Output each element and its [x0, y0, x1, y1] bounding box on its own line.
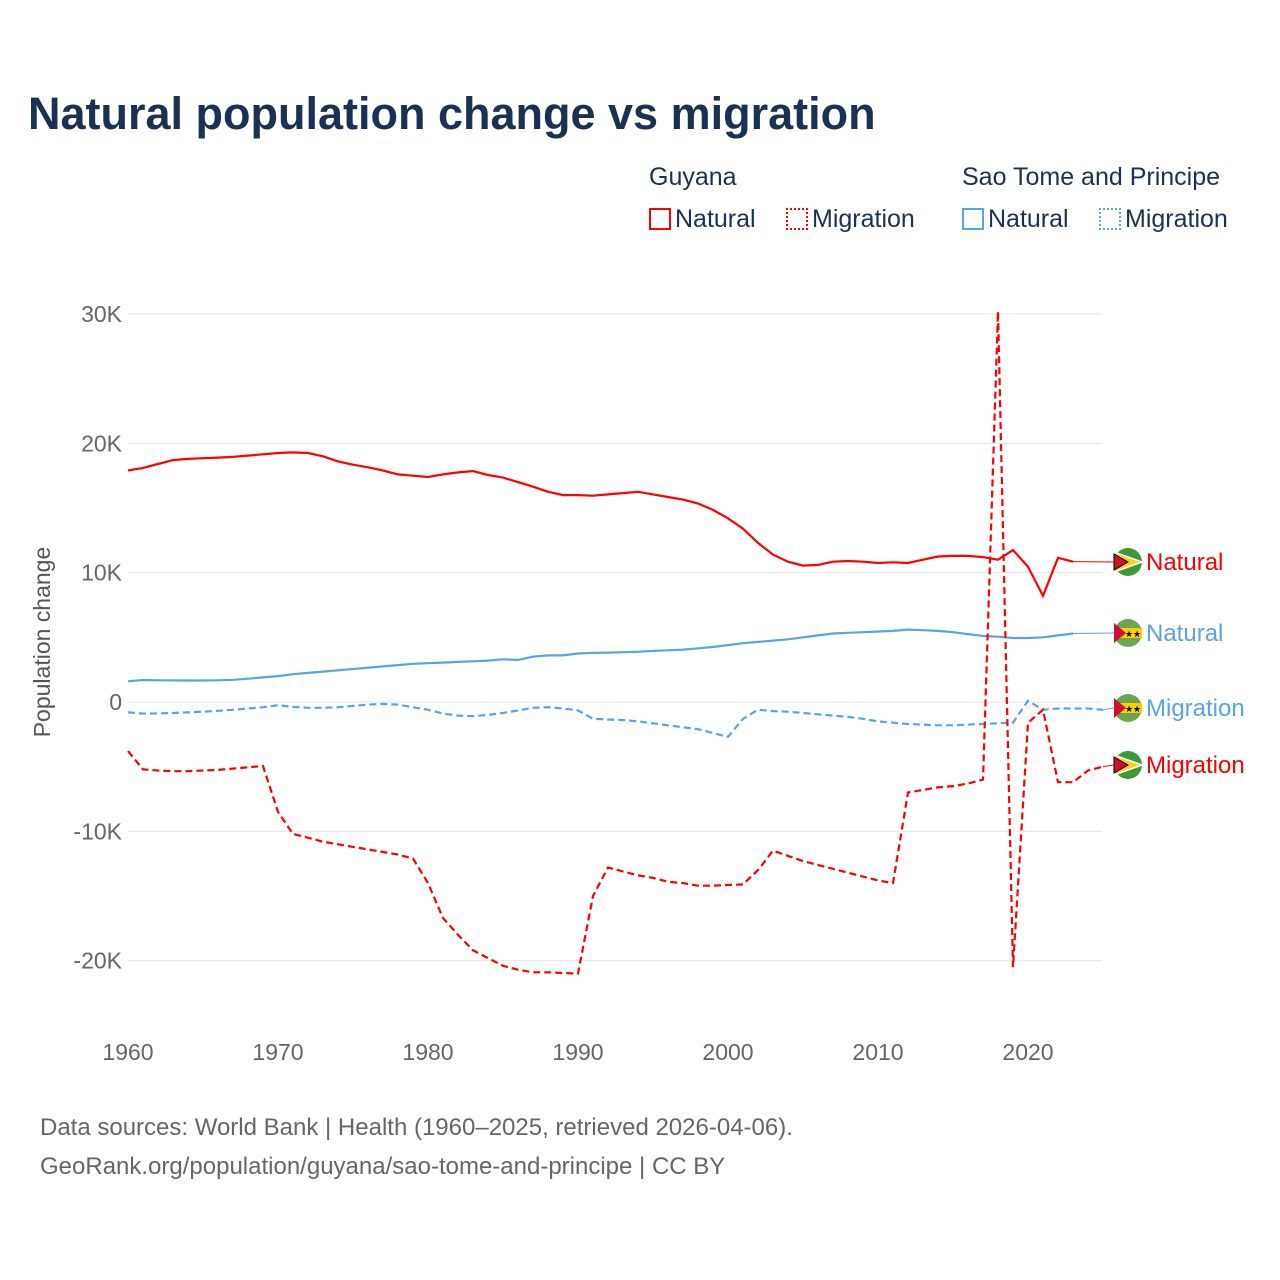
x-tick-label: 1970 — [252, 1039, 303, 1065]
guyana-flag-icon — [1113, 751, 1145, 779]
sao-tome-flag-icon: ★★ — [1114, 619, 1142, 647]
footer: Data sources: World Bank | Health (1960–… — [40, 1108, 793, 1186]
legend-swatch — [1099, 208, 1121, 230]
y-tick-label: 0 — [109, 689, 122, 715]
y-tick-label: 20K — [81, 430, 123, 456]
chart-plot: Population change 30K 20K 10K 0 -10K -20K 1960… — [29, 301, 1245, 1065]
y-tick-label: -20K — [73, 948, 122, 974]
series-line-sao-tome-and-principe-migration — [127, 699, 1104, 739]
guyana-flag-icon — [1113, 548, 1145, 576]
legend-stp-migration[interactable]: Migration — [1099, 205, 1228, 234]
x-tick-label: 2020 — [1002, 1039, 1053, 1065]
y-axis-label: Population change — [29, 547, 55, 738]
svg-text:★★: ★★ — [1125, 704, 1141, 714]
legend-label: Migration — [1125, 205, 1228, 233]
series-end-label: Migration — [1146, 695, 1245, 722]
legend-label: Natural — [988, 205, 1069, 233]
y-tick-label: 10K — [81, 560, 123, 586]
series-line-guyana-natural — [127, 451, 1074, 599]
footer-sources: Data sources: World Bank | Health (1960–… — [40, 1114, 793, 1141]
series-line-guyana-migration — [127, 311, 1104, 975]
series-end-label: Natural — [1146, 549, 1223, 576]
legend-swatch — [649, 208, 671, 230]
chart-title: Natural population change vs migration — [28, 88, 876, 139]
x-tick-label: 2000 — [702, 1039, 753, 1065]
legend-guyana-migration[interactable]: Migration — [786, 205, 915, 234]
footer-link[interactable]: GeoRank.org/population/guyana/sao-tome-a… — [40, 1153, 726, 1180]
svg-text:★★: ★★ — [1125, 629, 1141, 639]
x-tick-label: 2010 — [852, 1039, 903, 1065]
legend-label: Migration — [812, 205, 915, 233]
x-tick-label: 1980 — [402, 1039, 453, 1065]
legend-guyana-natural[interactable]: Natural — [649, 205, 756, 234]
legend-swatch — [962, 208, 984, 230]
series-connector — [1102, 764, 1115, 768]
series-connector — [1102, 707, 1115, 711]
series-end-label: Natural — [1146, 620, 1223, 647]
legend-stp-natural[interactable]: Natural — [962, 205, 1069, 234]
y-tick-label: -10K — [73, 818, 122, 844]
series-line-sao-tome-and-principe-natural — [127, 628, 1074, 683]
legend-group-stp: Sao Tome and Principe — [962, 163, 1221, 191]
x-tick-label: 1990 — [552, 1039, 603, 1065]
legend-swatch — [786, 208, 808, 230]
series-end-label: Migration — [1146, 752, 1245, 779]
sao-tome-flag-icon: ★★ — [1114, 694, 1142, 722]
y-tick-label: 30K — [81, 301, 123, 327]
x-tick-label: 1960 — [102, 1039, 153, 1065]
legend-group-guyana: Guyana — [649, 163, 737, 191]
legend-label: Natural — [675, 205, 756, 233]
